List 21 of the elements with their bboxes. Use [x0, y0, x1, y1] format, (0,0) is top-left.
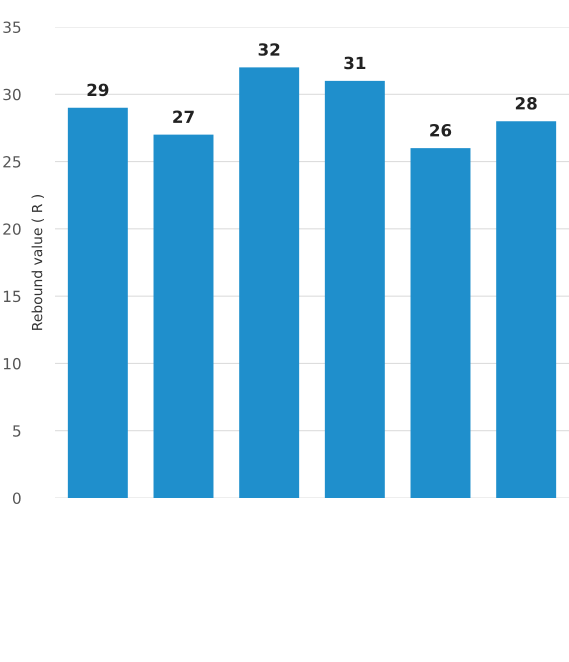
y-tick-label: 5	[13, 425, 20, 437]
data-label: 27	[173, 110, 194, 123]
y-tick-label: 0	[12, 492, 21, 504]
y-tick-label: 10	[4, 358, 21, 370]
y-tick-label: 20	[3, 223, 21, 235]
data-label: 29	[88, 84, 108, 96]
bar	[324, 80, 385, 498]
y-axis-title: Rebound value ( R )	[32, 195, 44, 330]
y-tick-label: 30	[3, 88, 21, 100]
data-label: 26	[430, 124, 452, 137]
bar	[239, 67, 300, 498]
bar	[496, 121, 556, 498]
data-label: 32	[258, 43, 280, 56]
data-label: 28	[516, 97, 537, 110]
bar	[68, 108, 128, 498]
data-label: 31	[344, 56, 366, 70]
bar	[154, 134, 214, 498]
y-tick-label: 15	[4, 290, 20, 302]
y-tick-label: 25	[3, 156, 20, 168]
y-tick-label: 35	[3, 21, 20, 34]
bar	[410, 148, 470, 498]
